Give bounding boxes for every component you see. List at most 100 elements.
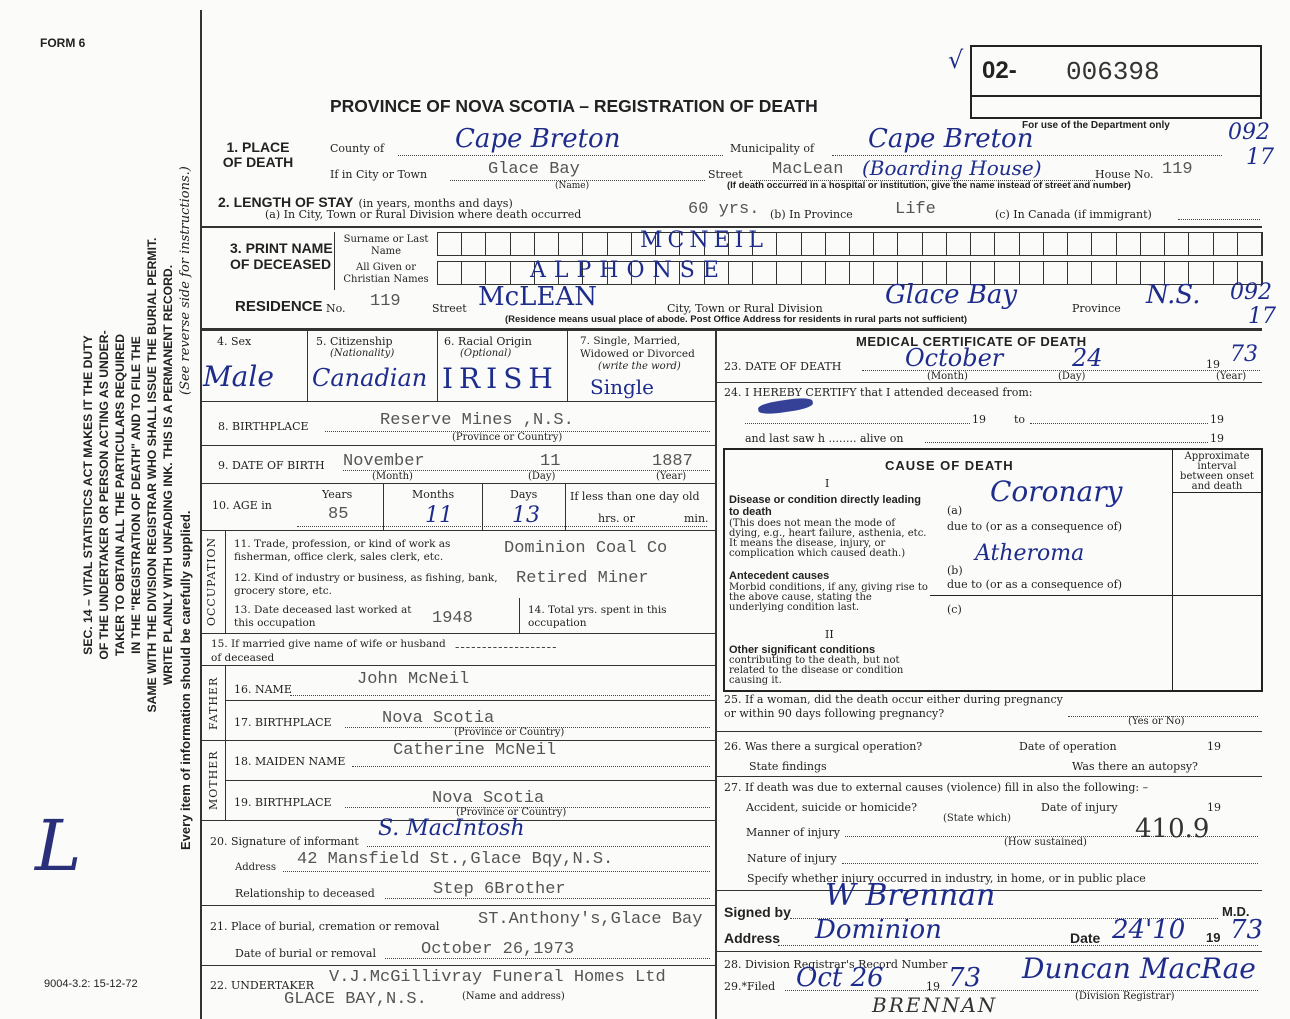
letter-box	[1020, 233, 1044, 255]
stay-city-value: 60 yrs.	[688, 200, 760, 219]
letter-box	[729, 233, 754, 255]
year-prefix: 19	[1210, 432, 1224, 445]
trade-value: Dominion Coal Co	[504, 539, 668, 558]
letter-box	[608, 233, 632, 255]
registrar-signature: Duncan MacRae	[1022, 952, 1256, 985]
letter-box	[1238, 262, 1262, 284]
dob-label: 9. DATE OF BIRTH	[218, 459, 325, 472]
letter-box	[850, 233, 875, 255]
letter-box	[947, 233, 972, 255]
letter-box	[971, 233, 996, 255]
length-of-stay: 2. LENGTH OF STAY (in years, months and …	[218, 192, 513, 211]
letter-box	[462, 233, 487, 255]
dept-code: 092	[1230, 280, 1272, 305]
burial-date-label: Date of burial or removal	[235, 947, 376, 960]
column-divider	[715, 330, 717, 1019]
hospital-note: (If death occurred in a hospital or inst…	[727, 180, 1131, 191]
caption: (Year)	[1216, 371, 1247, 382]
caption: (Division Registrar)	[1075, 991, 1175, 1002]
dotted-line	[1178, 219, 1260, 220]
letter-box	[802, 233, 826, 255]
dotted-line	[750, 180, 1095, 181]
marital-sub: (write the word)	[598, 361, 681, 372]
caption: (Province or Country)	[456, 807, 567, 818]
pregnancy-label: 25. If a woman, did the death occur eith…	[724, 693, 1063, 720]
letter-box	[1214, 233, 1238, 255]
spouse-label: 15. If married give name of wife or husb…	[211, 638, 446, 664]
spouse-value: -------------------	[455, 640, 558, 655]
dob-year: 1887	[652, 452, 693, 471]
citizenship-sub: (Nationality)	[330, 348, 395, 359]
registration-number: 006398	[1066, 57, 1160, 87]
letter-box	[923, 262, 947, 284]
letter-box	[656, 233, 681, 255]
form-number: FORM 6	[40, 36, 86, 50]
letter-box	[632, 233, 657, 255]
letter-box	[753, 233, 778, 255]
letter-box	[826, 262, 850, 284]
letter-box	[656, 262, 681, 284]
days-label: Days	[510, 488, 538, 501]
accident-label: Accident, suicide or homicide?	[746, 801, 917, 814]
last-worked-value: 1948	[432, 609, 473, 628]
nature-label: Nature of injury	[747, 852, 837, 865]
letter-box	[1044, 262, 1069, 284]
father-name-label: 16. NAME	[234, 683, 292, 696]
autopsy-label: Was there an autopsy?	[1072, 760, 1198, 773]
medical-heading: MEDICAL CERTIFICATE OF DEATH	[856, 334, 1087, 349]
c-label: (c)	[947, 603, 962, 616]
last-worked-label: 13. Date deceased last worked at this oc…	[234, 604, 412, 629]
death-day: 24	[1072, 344, 1103, 372]
dept-code: 092	[1228, 120, 1270, 145]
given-grid[interactable]	[437, 261, 1263, 285]
municipality-label: Municipality of	[730, 142, 815, 155]
caption: (Day)	[1058, 371, 1086, 382]
letter-box	[1214, 262, 1238, 284]
stay-canada-label: (c) In Canada (if immigrant)	[995, 208, 1152, 221]
to-label: to	[1014, 413, 1026, 426]
specify-label: Specify whether injury occurred in indus…	[747, 872, 1146, 885]
letter-box	[1189, 233, 1214, 255]
form-code: 9004-3.2: 15-12-72	[44, 978, 138, 990]
house-label: House No.	[1095, 168, 1154, 181]
divider	[200, 328, 1262, 331]
notice-line: IN THE "REGISTRATION OF DEATH" AND TO FI…	[129, 336, 143, 654]
age-label: 10. AGE in	[212, 499, 272, 512]
letter-box	[1189, 262, 1214, 284]
relationship-label: Relationship to deceased	[235, 887, 375, 900]
undertaker-label: 22. UNDERTAKER	[210, 979, 315, 992]
mother-name-label: 18. MAIDEN NAME	[234, 755, 346, 768]
manner-label: Manner of injury	[746, 826, 841, 839]
year-prefix: 19	[1206, 358, 1220, 371]
part-one: I	[825, 477, 830, 490]
signed-date: 24'10	[1112, 915, 1186, 945]
year-prefix: 19	[926, 980, 940, 993]
divider	[334, 232, 335, 290]
physician-address: Dominion	[815, 915, 942, 945]
father-name: John McNeil	[357, 670, 470, 689]
caption: (Province or Country)	[454, 727, 565, 738]
direct-label: Disease or condition directly leading to…	[729, 494, 921, 518]
letter-box	[898, 262, 923, 284]
notice-line: SAME WITH THE DIVISION REGISTRAR WHO SHA…	[145, 237, 159, 713]
relationship-value: Step 6Brother	[433, 880, 566, 899]
other-note: contributing to the death, but not relat…	[729, 655, 904, 686]
city-label: If in City or Town	[330, 168, 428, 181]
surname-grid[interactable]	[437, 232, 1263, 256]
residence-city: Glace Bay	[885, 280, 1018, 310]
municipality-value: Cape Breton	[868, 124, 1034, 154]
letter-box	[632, 262, 657, 284]
record-number-label: 28. Division Registrar's Record Number	[724, 958, 948, 971]
icd-code: 410.9	[1135, 814, 1210, 844]
letter-box	[1092, 233, 1117, 255]
letter-box	[995, 233, 1020, 255]
antecedent-label: Antecedent causes	[729, 570, 830, 582]
trade-label: 11. Trade, profession, or kind of work a…	[234, 538, 451, 563]
letter-box	[535, 233, 560, 255]
letter-box	[1020, 262, 1044, 284]
findings-label: State findings	[749, 760, 827, 773]
part-two: II	[825, 628, 834, 641]
dob-month: November	[343, 452, 425, 471]
cause-b: Atheroma	[975, 541, 1085, 566]
age-days: 13	[512, 503, 540, 528]
